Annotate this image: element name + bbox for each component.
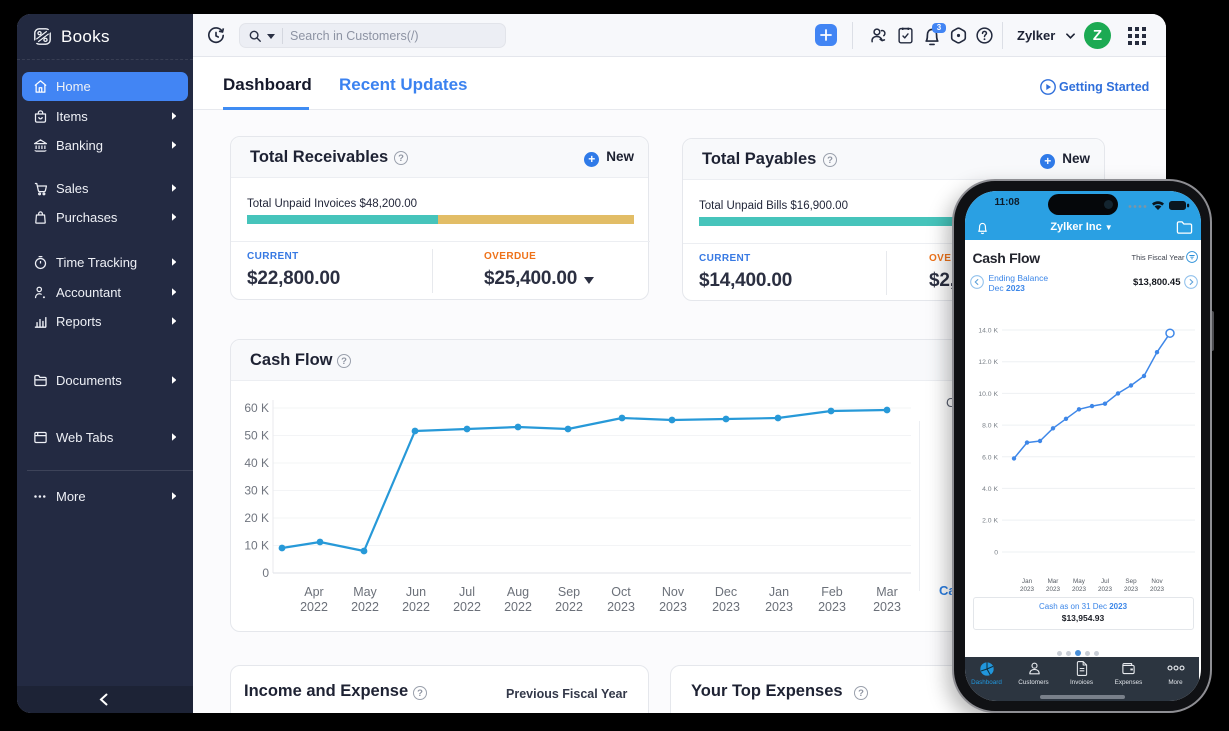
svg-text:May: May: [1073, 578, 1086, 585]
svg-text:Nov: Nov: [662, 585, 685, 599]
svg-text:2.0 K: 2.0 K: [982, 517, 998, 524]
svg-text:0: 0: [994, 549, 998, 556]
svg-text:14.0 K: 14.0 K: [978, 327, 998, 334]
svg-text:2023: 2023: [1123, 586, 1138, 593]
svg-text:2023: 2023: [1097, 586, 1112, 593]
svg-text:10.0 K: 10.0 K: [978, 390, 998, 397]
svg-text:60 K: 60 K: [244, 401, 269, 415]
svg-text:6.0 K: 6.0 K: [982, 454, 998, 461]
svg-text:2023: 2023: [1045, 586, 1060, 593]
svg-text:2023: 2023: [1149, 586, 1164, 593]
svg-text:2023: 2023: [873, 600, 901, 614]
svg-text:0: 0: [262, 566, 269, 580]
svg-text:Mar: Mar: [876, 585, 898, 599]
svg-text:Aug: Aug: [507, 585, 529, 599]
svg-text:2023: 2023: [818, 600, 846, 614]
svg-text:Mar: Mar: [1047, 578, 1058, 585]
svg-text:2022: 2022: [555, 600, 583, 614]
svg-text:2023: 2023: [659, 600, 687, 614]
svg-text:4.0 K: 4.0 K: [982, 485, 998, 492]
svg-text:Apr: Apr: [304, 585, 323, 599]
svg-text:2022: 2022: [504, 600, 532, 614]
svg-text:2023: 2023: [1019, 586, 1034, 593]
svg-text:20 K: 20 K: [244, 511, 269, 525]
svg-text:Jul: Jul: [459, 585, 475, 599]
svg-text:Feb: Feb: [821, 585, 843, 599]
svg-text:2022: 2022: [402, 600, 430, 614]
svg-text:2023: 2023: [607, 600, 635, 614]
svg-text:Dec: Dec: [715, 585, 737, 599]
svg-text:2022: 2022: [351, 600, 379, 614]
svg-text:Oct: Oct: [611, 585, 631, 599]
svg-text:Jan: Jan: [769, 585, 789, 599]
svg-text:Sep: Sep: [1125, 578, 1137, 585]
svg-text:2022: 2022: [453, 600, 481, 614]
svg-text:Jan: Jan: [1021, 578, 1032, 585]
svg-text:Nov: Nov: [1151, 578, 1163, 585]
svg-text:2023: 2023: [765, 600, 793, 614]
svg-text:10 K: 10 K: [244, 539, 269, 553]
svg-text:12.0 K: 12.0 K: [978, 359, 998, 366]
svg-text:2023: 2023: [1071, 586, 1086, 593]
svg-text:2022: 2022: [300, 600, 328, 614]
svg-text:30 K: 30 K: [244, 484, 269, 498]
svg-text:Jun: Jun: [406, 585, 426, 599]
svg-text:8.0 K: 8.0 K: [982, 422, 998, 429]
svg-text:Sep: Sep: [558, 585, 580, 599]
svg-text:40 K: 40 K: [244, 456, 269, 470]
svg-text:Jul: Jul: [1100, 578, 1108, 585]
svg-text:50 K: 50 K: [244, 429, 269, 443]
svg-text:May: May: [353, 585, 377, 599]
svg-text:2023: 2023: [712, 600, 740, 614]
